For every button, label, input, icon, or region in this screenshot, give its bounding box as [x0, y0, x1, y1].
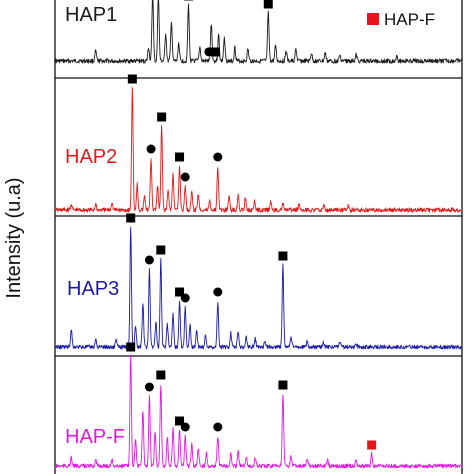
legend: HAP-F: [367, 10, 435, 29]
marker-square-hap-f-3: [175, 416, 185, 426]
series-line-hap2: [54, 87, 463, 213]
series-line-hap3: [54, 226, 463, 350]
marker-circle-hap3-1: [144, 255, 154, 265]
label-layer: HAP1 HAP2 HAP3 HAP-F: [65, 4, 125, 448]
marker-circle-hap2-1: [146, 144, 156, 154]
marker-square-hap3-3: [175, 287, 185, 297]
marker-square-hap3-6: [278, 251, 288, 261]
series-layer: [54, 0, 463, 469]
marker-circle-hap3-4: [180, 293, 190, 303]
series-label-hap2: HAP2: [65, 146, 117, 168]
marker-square-hap1-2: [210, 47, 220, 57]
series-line-hap-f: [54, 354, 463, 469]
marker-layer: [126, 0, 377, 450]
marker-square-hap-f-6: [278, 380, 288, 390]
marker-circle-hap-f-5: [213, 422, 223, 432]
marker-circle-hap2-5: [213, 152, 223, 162]
marker-circle-hap2-4: [180, 172, 190, 182]
spectra-panels: [54, 0, 463, 474]
y-axis-label: Intensity (u.a): [3, 177, 25, 298]
series-line-hap1: [54, 0, 463, 64]
marker-square-hap3-0: [126, 213, 136, 223]
marker-square-hap-f-0: [126, 342, 136, 352]
marker-square-hap-f-7: [367, 440, 377, 450]
marker-square-hap2-3: [175, 152, 185, 162]
marker-square-hap2-0: [127, 74, 137, 84]
legend-swatch-hap-f: [367, 13, 379, 25]
series-label-hap-f: HAP-F: [65, 426, 125, 448]
marker-circle-hap-f-1: [144, 382, 154, 392]
marker-circle-hap3-5: [213, 287, 223, 297]
series-label-hap1: HAP1: [65, 4, 117, 26]
series-label-hap3: HAP3: [67, 278, 119, 300]
marker-square-hap-f-2: [156, 370, 166, 380]
marker-square-hap2-2: [157, 112, 167, 122]
marker-square-hap1-3: [263, 0, 273, 9]
marker-circle-hap-f-4: [180, 422, 190, 432]
marker-square-hap1-0: [183, 0, 193, 1]
marker-square-hap3-2: [156, 245, 166, 255]
legend-label-hap-f: HAP-F: [384, 10, 435, 29]
